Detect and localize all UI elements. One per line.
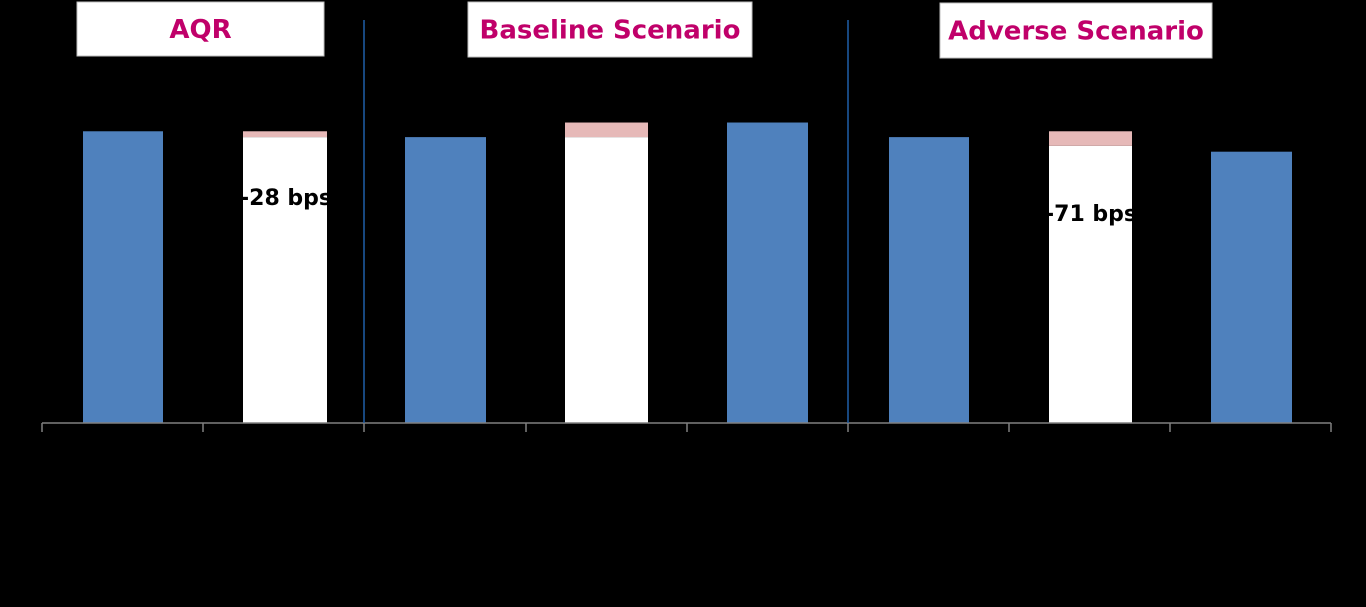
bar xyxy=(727,122,808,423)
bar xyxy=(1211,151,1292,424)
x-axis xyxy=(41,422,1332,432)
bar-delta xyxy=(243,131,327,138)
data-label: -71 bps xyxy=(1045,202,1137,227)
section-label: Baseline Scenario xyxy=(480,16,741,46)
section-label-box xyxy=(467,1,753,58)
bars-layer xyxy=(83,122,1292,424)
bar-delta xyxy=(1049,131,1132,146)
bar xyxy=(83,131,163,423)
bar-base xyxy=(1049,145,1132,424)
bar-delta xyxy=(565,122,648,138)
bar xyxy=(889,137,969,423)
section-label: Adverse Scenario xyxy=(948,17,1204,47)
section-labels: AQR Baseline Scenario Adverse Scenario xyxy=(76,1,1213,59)
section-dividers xyxy=(363,20,849,423)
section-label-box xyxy=(76,1,325,57)
bar-base xyxy=(565,137,648,423)
section-label-box xyxy=(939,2,1213,59)
annotations: -28 bps -71 bps xyxy=(240,186,1137,227)
data-label: -28 bps xyxy=(240,186,332,211)
bar xyxy=(405,137,486,423)
section-label: AQR xyxy=(169,15,231,45)
bar-base xyxy=(243,137,327,423)
